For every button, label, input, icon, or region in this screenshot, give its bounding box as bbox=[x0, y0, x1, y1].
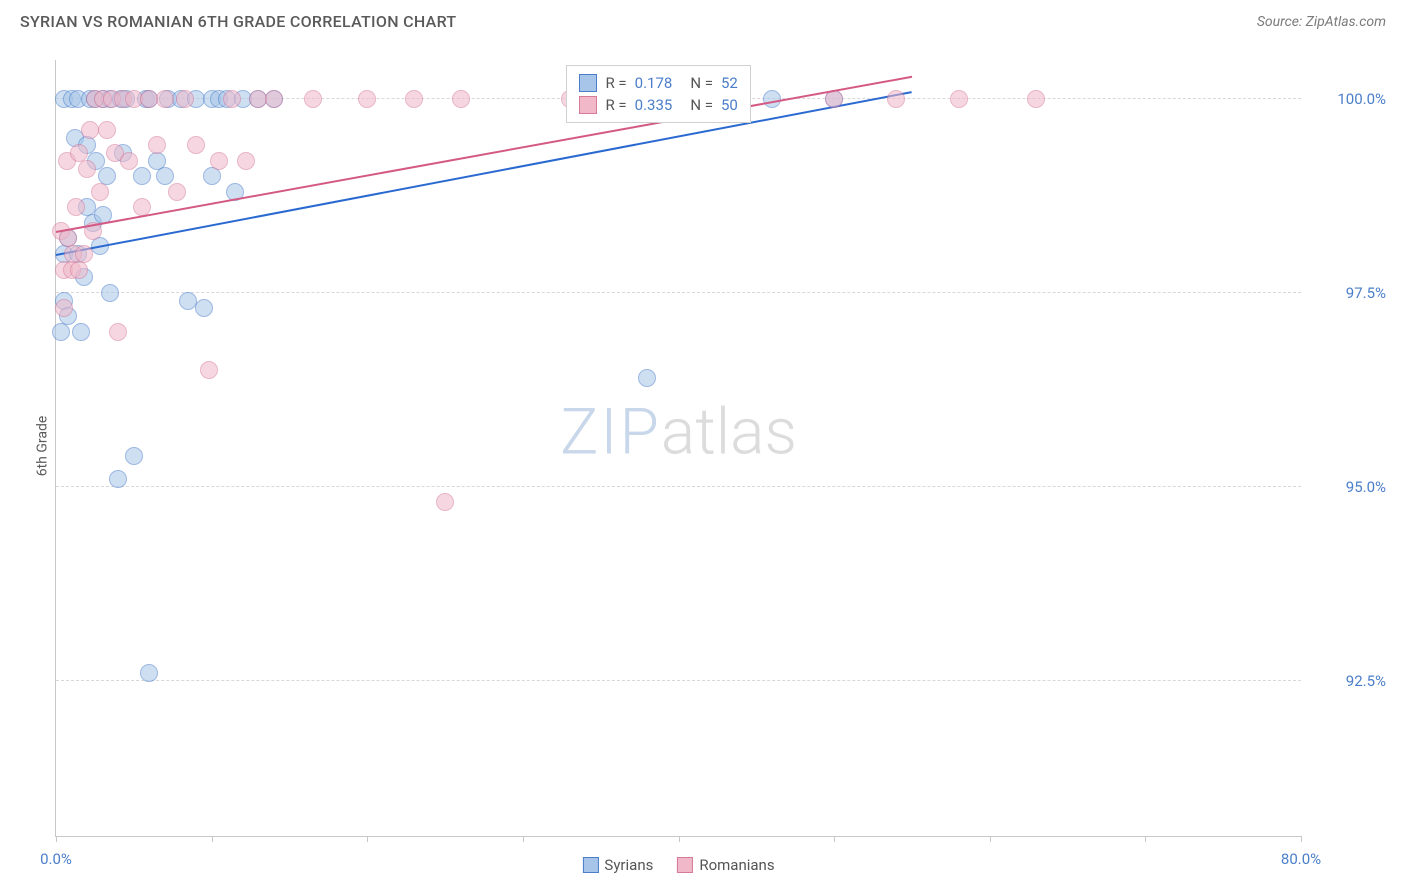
scatter-point bbox=[91, 183, 109, 201]
scatter-point bbox=[140, 664, 158, 682]
scatter-point bbox=[78, 160, 96, 178]
source-label: Source: ZipAtlas.com bbox=[1257, 14, 1386, 30]
scatter-point bbox=[200, 361, 218, 379]
trend-line bbox=[56, 91, 912, 256]
stats-legend-row: R = 0.178 N = 52 bbox=[579, 72, 737, 94]
scatter-point bbox=[405, 90, 423, 108]
x-tick bbox=[212, 836, 213, 842]
scatter-point bbox=[950, 90, 968, 108]
scatter-point bbox=[887, 90, 905, 108]
scatter-point bbox=[55, 299, 73, 317]
y-tick-label: 100.0% bbox=[1337, 90, 1386, 108]
legend-swatch bbox=[579, 96, 597, 114]
watermark-zip: ZIP bbox=[560, 395, 661, 470]
n-value: 50 bbox=[721, 96, 738, 114]
scatter-point bbox=[81, 121, 99, 139]
y-axis-label: 6th Grade bbox=[34, 416, 50, 477]
watermark-atlas: atlas bbox=[661, 395, 797, 470]
scatter-point bbox=[98, 121, 116, 139]
grid-line bbox=[56, 292, 1301, 293]
y-tick-label: 92.5% bbox=[1346, 672, 1386, 690]
scatter-point bbox=[1027, 90, 1045, 108]
chart-title: SYRIAN VS ROMANIAN 6TH GRADE CORRELATION… bbox=[20, 12, 456, 31]
r-value: 0.178 bbox=[635, 74, 673, 92]
watermark: ZIPatlas bbox=[560, 395, 797, 470]
scatter-point bbox=[176, 90, 194, 108]
scatter-point bbox=[436, 493, 454, 511]
stats-legend-row: R = 0.335 N = 50 bbox=[579, 94, 737, 116]
scatter-point bbox=[223, 90, 241, 108]
scatter-point bbox=[210, 152, 228, 170]
x-tick bbox=[56, 836, 57, 842]
scatter-point bbox=[304, 90, 322, 108]
x-tick bbox=[367, 836, 368, 842]
scatter-point bbox=[638, 369, 656, 387]
scatter-point bbox=[148, 136, 166, 154]
legend-swatch bbox=[677, 857, 693, 873]
scatter-point bbox=[67, 198, 85, 216]
grid-line bbox=[56, 680, 1301, 681]
plot-area: ZIPatlas 92.5%95.0%97.5%100.0%0.0%80.0%R… bbox=[55, 60, 1301, 837]
x-tick bbox=[990, 836, 991, 842]
legend-swatch bbox=[579, 74, 597, 92]
scatter-point bbox=[763, 90, 781, 108]
x-tick bbox=[679, 836, 680, 842]
scatter-point bbox=[358, 90, 376, 108]
grid-line bbox=[56, 486, 1301, 487]
r-value: 0.335 bbox=[635, 96, 673, 114]
x-tick bbox=[834, 836, 835, 842]
scatter-point bbox=[52, 323, 70, 341]
scatter-point bbox=[452, 90, 470, 108]
scatter-point bbox=[70, 261, 88, 279]
y-tick-label: 97.5% bbox=[1346, 284, 1386, 302]
series-legend: Syrians Romanians bbox=[582, 856, 774, 874]
header: SYRIAN VS ROMANIAN 6TH GRADE CORRELATION… bbox=[0, 0, 1406, 39]
scatter-point bbox=[125, 447, 143, 465]
r-label: R = bbox=[605, 74, 626, 92]
series-legend-item: Romanians bbox=[677, 856, 774, 874]
y-tick-label: 95.0% bbox=[1346, 478, 1386, 496]
scatter-point bbox=[156, 90, 174, 108]
scatter-point bbox=[187, 136, 205, 154]
x-tick bbox=[1301, 836, 1302, 842]
scatter-point bbox=[195, 299, 213, 317]
scatter-point bbox=[109, 470, 127, 488]
scatter-point bbox=[120, 152, 138, 170]
x-tick-label: 0.0% bbox=[40, 850, 72, 868]
x-tick-label: 80.0% bbox=[1281, 850, 1321, 868]
legend-swatch bbox=[582, 857, 598, 873]
stats-legend: R = 0.178 N = 52 R = 0.335 N = 50 bbox=[566, 65, 750, 123]
scatter-point bbox=[109, 323, 127, 341]
scatter-point bbox=[265, 90, 283, 108]
scatter-point bbox=[72, 323, 90, 341]
chart-container: ZIPatlas 92.5%95.0%97.5%100.0%0.0%80.0%R… bbox=[55, 60, 1301, 837]
scatter-point bbox=[75, 245, 93, 263]
scatter-point bbox=[203, 167, 221, 185]
r-label: R = bbox=[605, 96, 626, 114]
n-label: N = bbox=[690, 74, 713, 92]
series-legend-item: Syrians bbox=[582, 856, 653, 874]
x-tick bbox=[523, 836, 524, 842]
series-label: Syrians bbox=[604, 856, 653, 874]
n-label: N = bbox=[690, 96, 713, 114]
n-value: 52 bbox=[721, 74, 738, 92]
x-tick bbox=[1145, 836, 1146, 842]
scatter-point bbox=[168, 183, 186, 201]
series-label: Romanians bbox=[699, 856, 774, 874]
scatter-point bbox=[156, 167, 174, 185]
scatter-point bbox=[237, 152, 255, 170]
scatter-point bbox=[101, 284, 119, 302]
scatter-point bbox=[133, 167, 151, 185]
